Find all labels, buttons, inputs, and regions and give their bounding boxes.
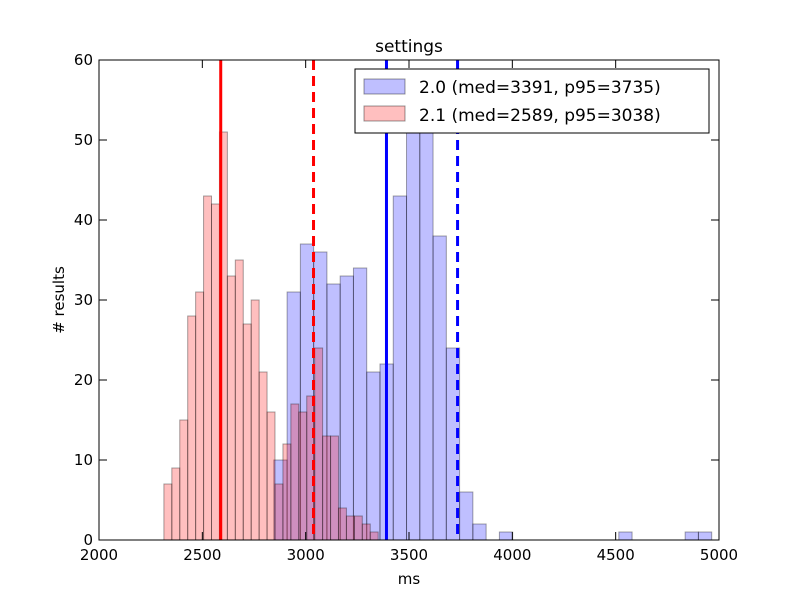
histogram-bar	[345, 515, 355, 541]
histogram-bar	[339, 275, 354, 541]
histogram-bar	[203, 195, 213, 541]
histogram-bar	[171, 467, 181, 541]
y-tick-label: 60	[74, 51, 93, 69]
legend-label-2-0: 2.0 (med=3391, p95=3735)	[419, 78, 661, 98]
x-tick-label: 3500	[390, 546, 428, 564]
histogram-bar	[274, 483, 284, 541]
histogram-bar	[353, 515, 363, 541]
histogram-bar	[472, 523, 487, 541]
x-tick-label: 4500	[597, 546, 635, 564]
histogram-bar	[498, 531, 514, 541]
histogram-bar	[290, 403, 300, 541]
histogram-bar	[187, 315, 197, 541]
histogram-bar	[366, 371, 381, 541]
histogram-bar	[361, 523, 371, 541]
histogram-bar	[195, 291, 205, 541]
y-tick-label: 30	[74, 291, 93, 309]
legend: 2.0 (med=3391, p95=3735) 2.1 (med=2589, …	[354, 68, 710, 134]
y-tick-label: 40	[74, 211, 93, 229]
histogram-bar	[432, 235, 447, 541]
histogram-bar	[282, 443, 292, 541]
histogram-bar	[250, 299, 260, 541]
histogram-bar	[352, 267, 368, 541]
legend-label-2-1: 2.1 (med=2589, p95=3038)	[419, 106, 661, 126]
histogram-bar	[298, 411, 308, 541]
y-tick-label: 20	[74, 371, 93, 389]
y-axis-label: # results	[50, 266, 68, 334]
histogram-bar	[258, 371, 268, 541]
histogram-bar	[618, 531, 633, 541]
histogram-bar	[419, 131, 434, 541]
histogram-bar	[266, 411, 276, 541]
legend-swatch-2-1	[363, 105, 406, 122]
chart-title: settings	[375, 37, 443, 57]
histogram-bar	[226, 275, 236, 541]
plot-area	[163, 60, 713, 541]
legend-swatch-2-0	[363, 78, 406, 95]
x-tick-label: 2500	[183, 546, 221, 564]
histogram-bar	[697, 531, 713, 541]
x-axis-label: ms	[398, 570, 421, 588]
histogram-bar	[179, 419, 189, 541]
histogram-bar	[322, 435, 332, 541]
histogram-bar	[684, 531, 699, 541]
y-tick-label: 10	[74, 451, 93, 469]
x-tick-label: 5000	[700, 546, 738, 564]
histogram-bar	[330, 435, 339, 541]
x-tick-label: 3000	[287, 546, 325, 564]
histogram-bar	[369, 531, 379, 541]
histogram-bar	[392, 195, 408, 541]
axis-ticks: 2000 2500 3000 3500 4000 4500 5000 0 10 20 30 40 50 6…	[74, 51, 738, 564]
y-tick-label: 50	[74, 131, 93, 149]
histogram-bar	[211, 203, 220, 541]
histogram-bar	[314, 347, 324, 541]
x-tick-label: 4000	[493, 546, 531, 564]
histogram-bar	[242, 323, 252, 541]
y-tick-label: 0	[83, 531, 93, 549]
histogram-bar	[163, 483, 173, 541]
histogram-bar	[234, 259, 244, 541]
legend-box	[354, 68, 710, 134]
histogram-bar	[406, 131, 421, 541]
histogram-bar	[459, 491, 474, 541]
x-tick-label: 2000	[80, 546, 118, 564]
histogram-bar	[337, 507, 347, 541]
